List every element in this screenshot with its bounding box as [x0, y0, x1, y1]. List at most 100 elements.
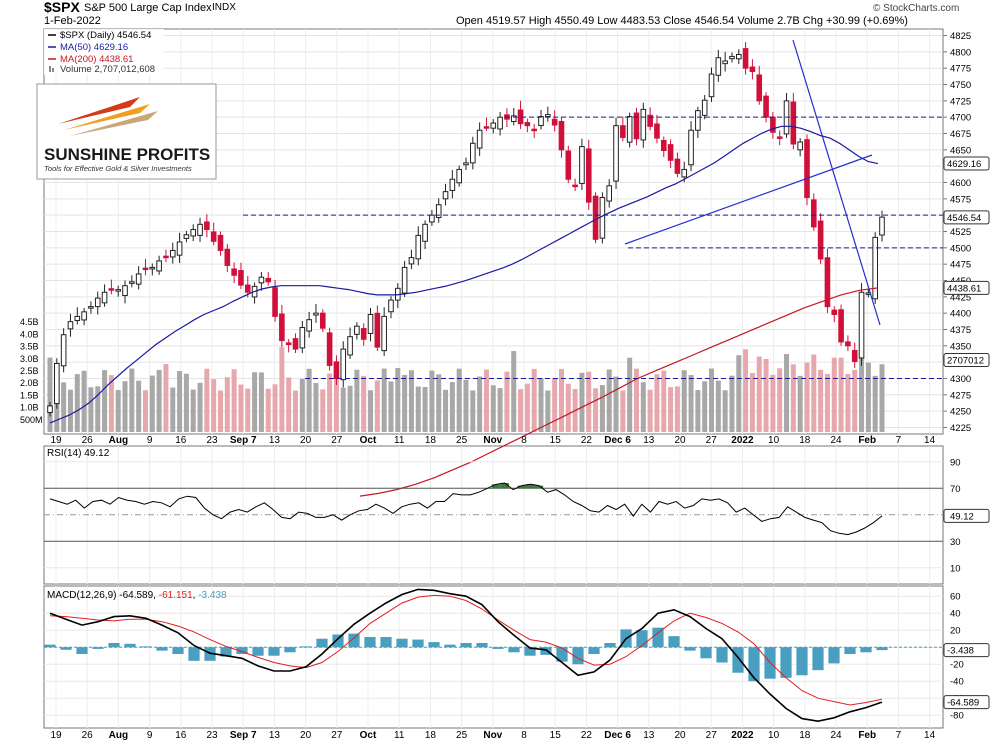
- candle-body: [756, 74, 763, 102]
- volume-bar: [449, 382, 455, 432]
- volume-bar: [313, 383, 319, 432]
- x-tick-label: 24: [830, 435, 842, 446]
- macd-histogram-bar: [604, 642, 616, 648]
- candle-body: [551, 118, 558, 126]
- x-tick-label: 18: [799, 730, 811, 741]
- volume-axis: 4.5B 4.0B 3.5B 3.0B 2.5B 2.0B 1.5B 1.0B 500M: [20, 317, 43, 425]
- candle-body: [306, 319, 312, 332]
- macd-histogram-bar: [60, 647, 72, 650]
- volume-bar: [749, 372, 755, 432]
- x-tick-label: 20: [300, 435, 312, 446]
- macd-panel: [43, 585, 944, 729]
- volume-bar: [565, 383, 571, 432]
- rsi-overbought-fill: [491, 484, 501, 489]
- volume-bar: [709, 368, 715, 432]
- volume-bar: [490, 385, 496, 432]
- volume-bar: [217, 390, 223, 432]
- macd-histogram-bar: [188, 647, 200, 661]
- x-tick-label: 8: [521, 730, 527, 741]
- price-tick-label: 4425: [950, 292, 971, 303]
- x-tick-label: Aug: [109, 435, 128, 446]
- rsi-overbought-fill: [517, 485, 527, 489]
- price-tick-label: 4500: [950, 243, 971, 254]
- macd-histogram-bar: [156, 647, 168, 651]
- volume-bar: [272, 384, 278, 432]
- volume-bar: [606, 369, 612, 432]
- volume-bar: [204, 368, 210, 432]
- rsi-value-tag: 49.12: [950, 511, 974, 522]
- volume-bar: [340, 387, 346, 432]
- volume-bar: [483, 369, 489, 432]
- volume-bar: [149, 375, 155, 432]
- candle-body: [217, 234, 224, 251]
- volume-bar: [265, 388, 271, 432]
- macd-histogram-bar: [556, 647, 568, 662]
- x-tick-label: 22: [581, 730, 593, 741]
- volume-bar: [558, 368, 564, 432]
- x-tick-label: Nov: [483, 730, 502, 741]
- volume-bar: [640, 382, 646, 432]
- logo-ray-2: [64, 104, 150, 130]
- ohlc-summary: Open 4519.57 High 4550.49 Low 4483.53 Cl…: [456, 15, 908, 27]
- candle-body: [606, 185, 613, 202]
- rsi-panel: [43, 445, 944, 585]
- rsi-value-box: [943, 508, 990, 523]
- candle-body: [244, 284, 251, 293]
- volume-bar: [170, 387, 176, 432]
- price-tick-label: 4600: [950, 178, 971, 189]
- volume-bar: [306, 368, 312, 432]
- macd-histogram-bar: [476, 642, 488, 648]
- volume-tick-label: 3.5B: [20, 342, 39, 352]
- x-tick-label: 27: [331, 730, 343, 741]
- last-price-tag: 4546.54: [947, 213, 981, 224]
- macd-histogram-bar: [636, 630, 648, 648]
- volume-tick-label: 4.5B: [20, 317, 39, 327]
- candle-body: [531, 128, 537, 132]
- candle-body: [763, 95, 769, 118]
- candle-body: [831, 309, 838, 315]
- price-tick-label: 4525: [950, 227, 971, 238]
- candle-body: [210, 231, 217, 242]
- logo-name: SUNSHINE PROFITS: [44, 145, 210, 164]
- candle-body: [674, 158, 681, 174]
- volume-bar: [859, 332, 865, 432]
- candle-body: [695, 110, 701, 131]
- macd-histogram-bar: [268, 647, 280, 656]
- candle-body: [558, 120, 565, 151]
- ma50-line: [49, 125, 879, 424]
- volume-bar: [443, 389, 449, 432]
- volume-bar: [252, 372, 258, 432]
- macd-histogram-bar: [828, 647, 840, 664]
- volume-bar: [231, 369, 237, 432]
- ma200-line: [359, 287, 879, 497]
- macd-histogram-bar: [284, 647, 296, 653]
- macd-axis: 6040200-20-40-60-80-3.438-64.589: [943, 592, 990, 722]
- volume-bar: [627, 357, 633, 432]
- candle-body: [374, 312, 381, 348]
- macd-histogram-bar: [700, 647, 712, 659]
- volume-bar: [633, 368, 639, 432]
- volume-bar: [852, 369, 858, 432]
- rsi-grid: [44, 461, 943, 569]
- volume-bar: [620, 390, 626, 432]
- macd-histogram-bar: [316, 638, 328, 648]
- candle-body: [640, 108, 647, 141]
- volume-bar: [538, 378, 544, 432]
- volume-bar: [729, 375, 735, 432]
- volume-bar: [586, 371, 592, 432]
- volume-bar: [136, 380, 142, 432]
- volume-bar: [545, 390, 551, 432]
- volume-bar: [374, 380, 380, 432]
- candle-body: [285, 342, 292, 346]
- candle-body: [292, 338, 299, 350]
- rsi-tick-label: 10: [950, 563, 961, 574]
- macd-histogram-bar: [796, 647, 808, 676]
- candle-body: [108, 288, 115, 291]
- macd-histogram-bar: [300, 646, 312, 648]
- volume-bar: [722, 390, 728, 432]
- macd-histogram-bar: [124, 643, 136, 648]
- macd-histogram-bar: [684, 647, 696, 651]
- candle-body: [435, 204, 442, 219]
- volume-bar: [197, 382, 203, 432]
- macd-histogram-bar: [444, 644, 456, 648]
